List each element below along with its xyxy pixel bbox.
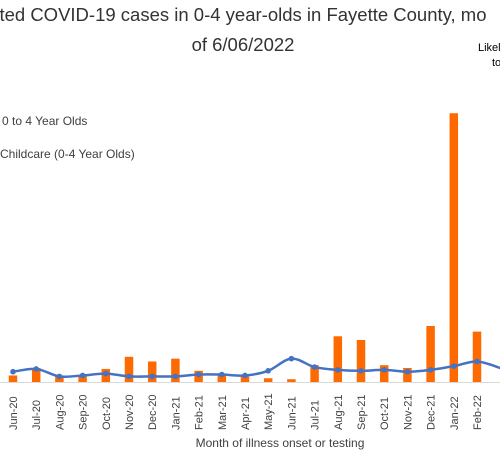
line-point-May-21: [265, 368, 272, 374]
line-point-Dec-20: [149, 373, 155, 380]
x-tick-label-Jan-22: Jan-22: [449, 396, 461, 430]
line-point-Oct-21: [381, 367, 388, 373]
bar-Feb-22: [472, 331, 482, 382]
line-point-Sep-20: [79, 372, 86, 379]
line-point-Mar-21: [219, 371, 225, 378]
bar-Jul-20: [31, 368, 41, 382]
x-axis-title: Month of illness onset or testing: [195, 436, 365, 450]
line-point-Jul-21: [311, 364, 318, 370]
line-point-Aug-20: [56, 373, 63, 380]
line-point-Dec-21: [427, 367, 434, 373]
line-point-Jan-22: [451, 363, 457, 369]
x-tick-label-Aug-21: Aug-21: [333, 395, 345, 430]
line-point-Feb-21: [195, 371, 202, 378]
bar-Dec-21: [426, 326, 435, 382]
line-point-Sep-21: [358, 368, 364, 374]
bar-Jun-21: [287, 379, 296, 382]
line-point-Apr-21: [242, 372, 248, 379]
x-tick-label-Jun-20: Jun-20: [8, 396, 20, 430]
legend-label-line-series: Childcare (0-4 Year Olds): [0, 147, 135, 161]
bar-Jul-21: [310, 365, 319, 382]
chart-title-line-1: ted COVID-19 cases in 0-4 year-olds in F…: [0, 4, 487, 25]
x-tick-label-Oct-20: Oct-20: [101, 397, 113, 430]
line-point-Oct-20: [103, 370, 109, 377]
bar-Aug-21: [333, 336, 343, 382]
line-point-Jun-20: [10, 368, 16, 375]
line-series-childcare: [12, 357, 500, 379]
x-tick-label-Jun-21: Jun-21: [286, 396, 298, 430]
bar-Apr-21: [240, 376, 250, 382]
x-tick-label-Apr-21: Apr-21: [240, 397, 252, 430]
bar-Jan-22: [449, 113, 459, 382]
x-tick-label-Jul-20: Jul-20: [31, 400, 43, 430]
line-point-Jan-21: [172, 373, 179, 380]
line-point-Jun-21: [288, 355, 295, 362]
bar-Jan-21: [171, 358, 180, 382]
x-tick-label-Oct-21: Oct-21: [379, 397, 391, 430]
bar-Mar-21: [217, 374, 227, 382]
line-point-Nov-20: [126, 373, 132, 380]
x-tick-label-Jan-21: Jan-21: [170, 396, 182, 430]
bar-Jun-20: [8, 375, 18, 382]
line-point-Aug-21: [335, 367, 341, 373]
bar-Oct-21: [379, 365, 389, 382]
bar-Nov-20: [124, 356, 134, 382]
x-tick-label-Feb-21: Feb-21: [194, 395, 206, 430]
line-point-Feb-22: [474, 358, 480, 365]
x-tick-label-Sep-20: Sep-20: [78, 395, 90, 430]
line-point-Jul-20: [33, 366, 39, 372]
x-tick-label-Aug-20: Aug-20: [54, 395, 66, 430]
legend-label-bar-series: 0 to 4 Year Olds: [2, 114, 88, 128]
bar-Dec-20: [147, 361, 157, 382]
x-tick-label-May-21: May-21: [263, 393, 275, 430]
x-tick-label-Sep-21: Sep-21: [356, 395, 368, 430]
annotation-line-2: to: [492, 57, 500, 69]
bar-May-21: [263, 378, 273, 382]
x-tick-label-Feb-22: Feb-22: [472, 395, 484, 430]
x-tick-label-Dec-20: Dec-20: [147, 395, 159, 430]
annotation-line-1: Likel: [478, 42, 500, 54]
x-tick-label-Jul-21: Jul-21: [310, 400, 322, 430]
x-tick-label-Nov-21: Nov-21: [402, 395, 414, 430]
bar-Sep-21: [356, 340, 366, 382]
x-tick-label-Nov-20: Nov-20: [124, 395, 136, 430]
x-tick-label-Dec-21: Dec-21: [426, 395, 438, 430]
bar-Nov-21: [403, 368, 412, 382]
x-tick-label-Mar-21: Mar-21: [217, 395, 229, 430]
chart-title-line-2: of 6/06/2022: [191, 34, 295, 55]
line-point-Nov-21: [404, 368, 411, 375]
